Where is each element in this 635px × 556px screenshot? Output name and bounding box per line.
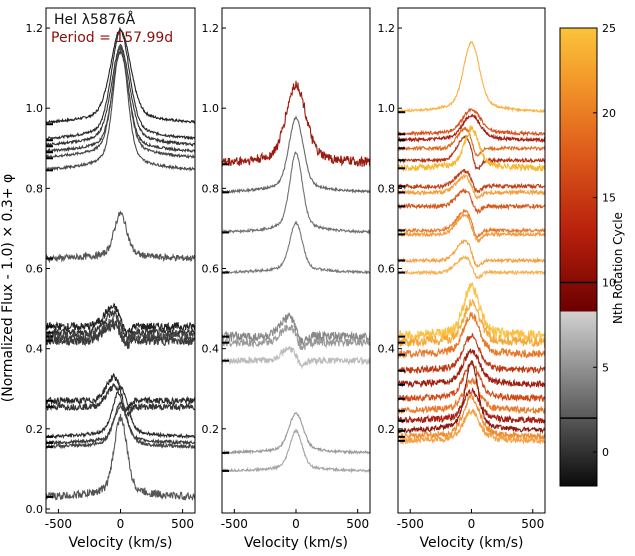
y-tick-label: 1.2 [26,22,44,35]
spectrum-line-13 [398,281,545,343]
spectrum-line-12 [46,382,195,417]
x-tick-label: -500 [45,517,72,531]
y-tick-label: 1.0 [26,102,44,115]
spectrum-line-4 [46,47,195,160]
spectrum-line-3 [398,126,545,157]
spectra-lines [398,40,545,445]
y-tick-label: 0.6 [26,263,44,276]
spectrum-line-2 [222,151,370,236]
spectrum-line-11 [398,239,545,268]
y-tick-label: 0.4 [378,343,396,356]
spectrum-line-21 [398,360,545,434]
spectrum-line-16 [46,413,195,501]
spectrum-line-16 [398,333,545,375]
spectrum-line-1 [222,115,370,194]
spectrum-line-19 [398,377,545,415]
spectrum-line-22 [398,391,545,441]
spectrum-line-14 [46,401,195,447]
period-label: Period = 157.99d [51,30,173,46]
x-axis-label: Velocity (km/s) [244,535,348,551]
spectrum-line-0 [222,80,370,168]
panel-middle: -500 0 500 0.2 0.4 0.6 0.8 1.0 1.2 Velocity (km/s… [202,7,371,551]
x-tick-label: 500 [521,517,544,531]
spectra-lines [222,80,370,474]
spectrum-line-8 [222,428,370,474]
panel-right: -500 0 500 0.2 0.4 0.6 0.8 1.0 1.2 Velocity (km/s… [378,7,546,551]
colorbar: 0 5 10 15 20 25 [559,22,616,487]
spectrum-line-17 [398,348,545,389]
colorbar-tick-label: 5 [602,361,609,374]
panel-frame [45,7,196,514]
y-tick-label: 0.2 [202,423,220,436]
spectrum-line-3 [222,220,370,275]
y-tick-label: 0.4 [26,343,44,356]
spectrum-line-15 [46,404,195,450]
y-tick-label: 0.8 [378,182,396,195]
spectrum-line-1 [46,28,195,141]
spectrum-line-9 [398,209,545,239]
spectrum-line-6 [222,346,370,370]
spectrum-line-14 [398,298,545,349]
spectrum-line-8 [398,187,545,215]
y-tick-label: 0.8 [202,182,220,195]
y-tick-label: 0.0 [26,503,44,516]
x-axis-label: Velocity (km/s) [68,535,172,551]
spectrum-line-6 [398,168,545,193]
panel-left: -500 0 500 0.0 0.2 0.4 0.6 0.8 1.0 1.2 Velocity (k… [26,7,196,551]
colorbar-tick-label: 15 [602,192,616,205]
x-tick-label: 0 [292,517,300,531]
line-title: HeI λ5876Å [54,11,136,28]
spectrum-line-7 [222,412,370,456]
y-tick-label: 1.2 [378,22,396,35]
x-tick-label: -500 [221,517,248,531]
spectrum-line-2 [398,113,545,144]
spectrum-line-23 [398,407,545,445]
spectrum-line-3 [46,49,195,154]
colorbar-bar [559,27,598,487]
y-tick-label: 0.2 [26,423,44,436]
spectrum-line-10 [46,320,195,350]
x-tick-label: 0 [117,517,125,531]
spectrum-line-18 [398,360,545,403]
x-tick-label: 500 [346,517,369,531]
y-tick-label: 1.0 [202,102,220,115]
colorbar-tick-label: 0 [602,446,609,459]
spectrum-line-5 [46,43,195,172]
colorbar-tick-label: 20 [602,107,616,120]
y-axis-label: (Normalized Flux - 1.0) × 0.3+ φ [0,174,16,402]
spectrum-line-15 [398,312,545,359]
spectrum-line-5 [222,323,370,351]
colorbar-label: Nth Rotation Cycle [611,212,625,324]
spectrum-line-1 [398,107,545,137]
spectrum-line-4 [398,135,545,171]
spectrum-line-6 [46,210,195,264]
y-tick-label: 1.2 [202,22,220,35]
spectra-lines [46,26,195,501]
spectrum-line-0 [398,40,545,114]
spectrum-line-12 [398,255,545,280]
spectrum-line-5 [398,125,545,173]
y-tick-label: 0.2 [378,423,396,436]
y-tick-label: 0.6 [202,263,220,276]
y-tick-label: 1.0 [378,102,396,115]
colorbar-tick-label: 10 [602,276,616,289]
spectrum-line-10 [398,213,545,244]
y-tick-label: 0.4 [202,343,220,356]
spectrum-line-7 [398,173,545,200]
colorbar-tick-label: 25 [602,22,616,35]
y-tick-label: 0.6 [378,263,396,276]
spectrum-line-8 [46,309,195,340]
y-tick-label: 0.8 [26,182,44,195]
x-tick-label: -500 [397,517,424,531]
spectrum-line-13 [46,384,195,440]
spectrum-line-2 [46,44,195,148]
spectrum-line-11 [46,373,195,413]
x-tick-label: 500 [171,517,194,531]
x-tick-label: 0 [468,517,476,531]
x-axis-label: Velocity (km/s) [419,535,523,551]
